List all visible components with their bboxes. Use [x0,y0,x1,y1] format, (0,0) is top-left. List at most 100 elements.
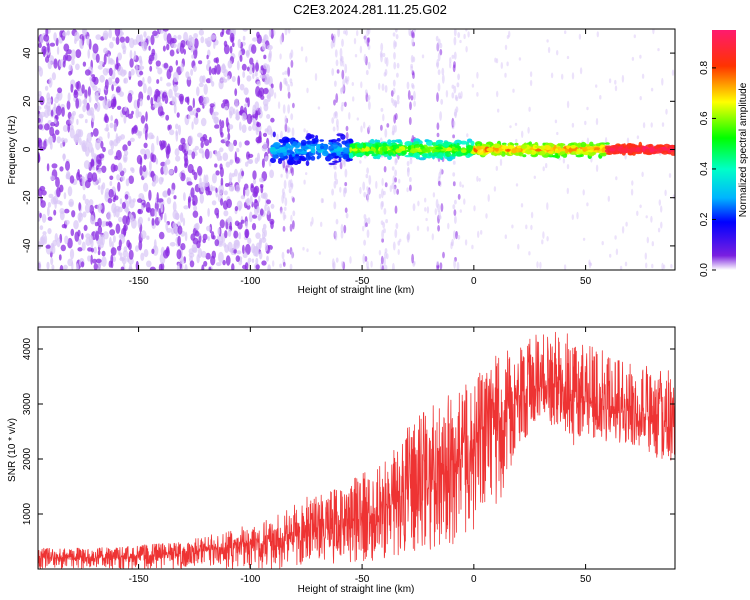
y-tick-label: 40 [22,47,33,59]
spectrogram-speckle [615,176,618,181]
spectrogram-streak-blob [411,253,414,264]
spectrogram-signal-blob [289,138,294,145]
spectrogram-noise-blob [162,45,166,52]
spectrogram-noise-blob [262,98,269,107]
spectrogram-streak-blob [392,262,395,270]
spectrogram-noise-blob [233,249,237,254]
spectrogram-noise-blob [81,233,84,240]
spectrogram-speckle [359,186,362,195]
spectrogram-noise-blob [143,182,149,192]
spectrogram-speckle [550,72,554,79]
spectrogram-streak-blob [410,95,414,101]
spectrogram-speckle [348,112,351,120]
spectrogram-noise-blob [88,199,94,207]
spectrogram-noise-blob [266,114,271,119]
spectrogram-speckle [459,209,462,213]
spectrogram-noise-blob [220,198,224,206]
spectrogram-noise-blob [220,131,224,138]
spectrogram-noise-blob [45,56,50,63]
spectrogram-noise-blob [128,175,134,184]
spectrogram-noise-blob [111,84,114,92]
spectrogram-speckle [476,175,479,182]
colorbar-tick-label: 0.6 [699,111,710,125]
spectrogram-speckle [518,57,522,61]
spectrogram-noise-blob [47,42,50,53]
spectrogram-noise-blob [53,118,57,124]
spectrogram-signal-blob [389,152,394,156]
spectrogram-noise-blob [151,248,155,254]
spectrogram-noise-blob [258,130,262,140]
spectrogram-noise-blob [210,231,215,240]
spectrogram-noise-blob [153,174,159,184]
spectrogram-streak-blob [406,160,410,167]
spectrogram-noise-blob [266,255,269,262]
spectrogram-speckle [356,117,359,121]
spectrogram-noise-blob [268,52,272,63]
spectrogram-streak-blob [413,100,416,107]
spectrogram-streak-blob [435,35,439,42]
spectrogram-speckle [539,261,542,269]
spectrogram-signal-blob [369,143,373,147]
spectrogram-noise-blob [194,230,200,237]
spectrogram-noise-blob [133,99,138,110]
spectrogram-streak-blob [380,42,384,52]
spectrogram-noise-blob [64,235,69,245]
spectrogram-streak-blob [342,79,346,87]
spectrogram-noise-blob [59,166,64,172]
spectrogram-noise-blob [191,243,197,253]
spectrogram-speckle [463,33,466,40]
spectrogram-noise-blob [84,203,91,214]
spectrogram-noise-blob [194,145,199,151]
spectrogram-speckle [320,197,324,204]
spectrogram-speckle [306,248,309,253]
spectrogram-noise-blob [82,61,87,67]
spectrogram-noise-blob [104,188,111,199]
spectrogram-noise-blob [160,143,164,151]
spectrogram-noise-blob [38,42,42,48]
spectrogram-noise-blob [87,86,91,97]
spectrogram-speckle [651,241,654,247]
spectrogram-signal-blob [534,148,542,152]
spectrogram-signal-blob [418,157,427,161]
spectrogram-speckle [447,222,450,230]
spectrogram-speckle [668,173,672,178]
spectrogram-noise-blob [191,121,194,130]
spectrogram-noise-blob [97,87,101,94]
spectrogram-streak-blob [454,215,457,224]
spectrogram-noise-blob [127,140,132,147]
spectrogram-streak-blob [384,264,388,270]
spectrogram-noise-blob [127,242,132,251]
spectrogram-noise-blob [231,76,236,83]
spectrogram-noise-blob [128,70,132,77]
spectrogram-speckle [533,175,536,179]
spectrogram-streak-blob [442,251,445,259]
spectrogram-speckle [642,122,646,129]
spectrogram-speckle [520,203,524,208]
spectrogram-speckle [614,85,618,92]
spectrogram-noise-blob [147,217,151,222]
spectrogram-noise-blob [150,170,155,177]
spectrogram-noise-blob [180,172,186,182]
spectrogram-signal-blob [539,150,546,156]
spectrogram-noise-blob [104,115,109,124]
spectrogram-streak-blob [381,265,385,270]
spectrogram-signal-blob [286,149,293,153]
spectrogram-noise-blob [89,214,95,225]
spectrogram-speckle [615,248,619,256]
spectrogram-noise-blob [208,190,212,196]
spectrogram-signal-blob [591,151,597,155]
spectrogram-noise-blob [221,63,226,71]
spectrogram-noise-blob [215,170,220,176]
spectrogram-noise-blob [198,95,204,104]
spectrogram-noise-blob [108,188,114,198]
spectrogram-streak-blob [339,47,343,58]
spectrogram-noise-blob [158,263,163,270]
spectrogram-speckle [397,249,400,255]
spectrogram-noise-blob [254,101,260,111]
spectrogram-streak-blob [285,165,288,172]
spectrogram-noise-blob [214,207,220,216]
spectrogram-streak-blob [334,80,337,87]
spectrogram-speckle [528,106,531,112]
spectrogram-noise-blob [255,86,261,97]
spectrogram-noise-blob [211,173,217,184]
